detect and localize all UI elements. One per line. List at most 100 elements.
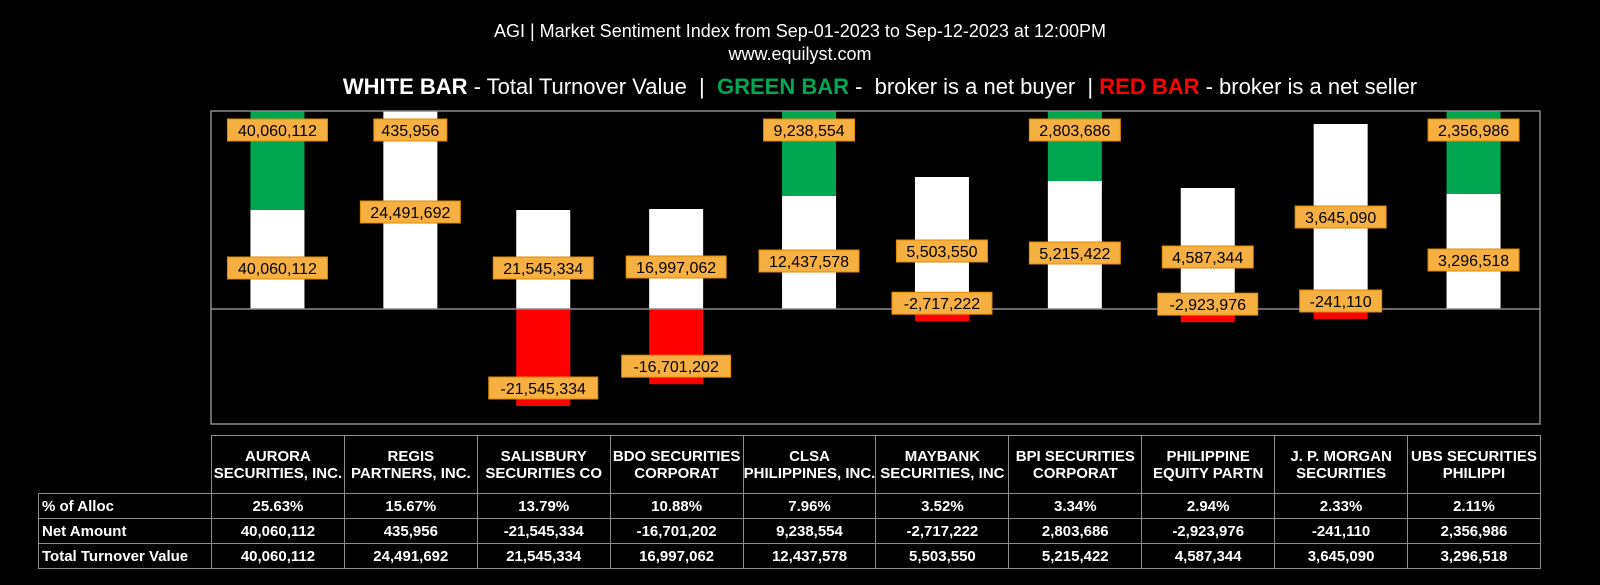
cell-net-amount: 2,803,686 bbox=[1008, 518, 1143, 544]
label-turnover: 12,437,578 bbox=[758, 249, 860, 273]
cell-net-amount: -2,923,976 bbox=[1141, 518, 1276, 544]
svg-text:-21,545,334: -21,545,334 bbox=[501, 381, 587, 398]
row-label-alloc: % of Alloc bbox=[38, 493, 212, 519]
cell-alloc: 2.11% bbox=[1407, 493, 1541, 519]
label-turnover: 3,645,090 bbox=[1294, 205, 1387, 229]
cell-total-turnover: 3,645,090 bbox=[1274, 543, 1409, 569]
cell-alloc: 7.96% bbox=[742, 493, 877, 519]
cell-alloc: 25.63% bbox=[211, 493, 345, 519]
broker-header: MAYBANK SECURITIES, INC bbox=[875, 435, 1010, 494]
cell-net-amount: 2,356,986 bbox=[1407, 518, 1541, 544]
cell-net-amount: -2,717,222 bbox=[875, 518, 1010, 544]
svg-text:4,587,344: 4,587,344 bbox=[1172, 250, 1243, 267]
label-net: 9,238,554 bbox=[763, 118, 856, 142]
cell-total-turnover: 16,997,062 bbox=[609, 543, 744, 569]
label-turnover: 3,296,518 bbox=[1427, 248, 1520, 272]
cell-alloc: 2.94% bbox=[1141, 493, 1276, 519]
label-turnover: 5,215,422 bbox=[1028, 241, 1121, 265]
legend: WHITE BAR - Total Turnover Value | GREEN… bbox=[0, 72, 1600, 102]
chart-title: AGI | Market Sentiment Index from Sep-01… bbox=[493, 21, 1106, 41]
cell-total-turnover: 3,296,518 bbox=[1407, 543, 1541, 569]
table-row: Total Turnover Value 40,060,112 24,491,692… bbox=[38, 543, 1541, 569]
svg-text:21,545,334: 21,545,334 bbox=[503, 261, 583, 278]
cell-alloc: 15.67% bbox=[343, 493, 478, 519]
labels-layer: 40,060,112 40,060,112 24,491,692 435,956 21,… bbox=[226, 118, 1520, 400]
legend-white-key: WHITE BAR bbox=[342, 74, 468, 99]
label-turnover: 21,545,334 bbox=[492, 256, 594, 280]
broker-header: REGIS PARTNERS, INC. bbox=[343, 435, 478, 494]
plot-frame bbox=[210, 110, 1541, 425]
broker-header: CLSA PHILIPPINES, INC. bbox=[742, 435, 877, 494]
cell-alloc: 3.52% bbox=[875, 493, 1010, 519]
legend-green-desc: - broker is a net buyer | bbox=[849, 74, 1100, 99]
cell-total-turnover: 21,545,334 bbox=[476, 543, 611, 569]
svg-text:2,803,686: 2,803,686 bbox=[1039, 123, 1110, 140]
svg-text:16,997,062: 16,997,062 bbox=[636, 260, 716, 277]
label-net: -21,545,334 bbox=[488, 376, 599, 400]
cell-total-turnover: 12,437,578 bbox=[742, 543, 877, 569]
cell-alloc: 3.34% bbox=[1008, 493, 1143, 519]
cell-total-turnover: 24,491,692 bbox=[343, 543, 478, 569]
table-corner bbox=[39, 436, 212, 494]
svg-text:-241,110: -241,110 bbox=[1310, 294, 1372, 311]
chart-subtitle-site: www.equilyst.com bbox=[728, 44, 872, 64]
cell-net-amount: -16,701,202 bbox=[609, 518, 744, 544]
legend-white-desc: - Total Turnover Value | bbox=[467, 74, 717, 99]
broker-header: BDO SECURITIES CORPORAT bbox=[609, 435, 744, 494]
cell-net-amount: -241,110 bbox=[1274, 518, 1409, 544]
svg-text:40,060,112: 40,060,112 bbox=[238, 123, 317, 140]
label-turnover: 5,503,550 bbox=[895, 239, 988, 263]
cell-net-amount: 9,238,554 bbox=[742, 518, 877, 544]
cell-net-amount: 435,956 bbox=[343, 518, 478, 544]
row-label-total-turnover: Total Turnover Value bbox=[38, 543, 212, 569]
row-label-net-amount: Net Amount bbox=[38, 518, 212, 544]
broker-header: J. P. MORGAN SECURITIES bbox=[1274, 435, 1409, 494]
svg-text:-2,923,976: -2,923,976 bbox=[1169, 297, 1246, 314]
broker-header: BPI SECURITIES CORPORAT bbox=[1008, 435, 1143, 494]
label-net: -16,701,202 bbox=[621, 354, 732, 378]
svg-text:435,956: 435,956 bbox=[381, 123, 439, 140]
svg-text:5,215,422: 5,215,422 bbox=[1039, 246, 1110, 263]
label-net: 2,356,986 bbox=[1427, 118, 1520, 142]
svg-text:3,645,090: 3,645,090 bbox=[1305, 210, 1376, 227]
cell-total-turnover: 4,587,344 bbox=[1141, 543, 1276, 569]
svg-text:12,437,578: 12,437,578 bbox=[769, 254, 849, 271]
svg-text:24,491,692: 24,491,692 bbox=[370, 205, 450, 222]
broker-header: UBS SECURITIES PHILIPPI bbox=[1407, 435, 1541, 494]
broker-header: PHILIPPINE EQUITY PARTN bbox=[1141, 435, 1276, 494]
svg-text:-2,717,222: -2,717,222 bbox=[904, 296, 981, 313]
bars-layer bbox=[250, 111, 1501, 406]
svg-text:40,060,112: 40,060,112 bbox=[238, 261, 317, 278]
label-net: -2,923,976 bbox=[1157, 292, 1259, 316]
cell-net-amount: 40,060,112 bbox=[211, 518, 345, 544]
svg-text:3,296,518: 3,296,518 bbox=[1438, 253, 1509, 270]
cell-alloc: 2.33% bbox=[1274, 493, 1409, 519]
cell-alloc: 10.88% bbox=[609, 493, 744, 519]
broker-header: SALISBURY SECURITIES CO bbox=[476, 435, 611, 494]
cell-alloc: 13.79% bbox=[476, 493, 611, 519]
data-table: AURORA SECURITIES, INC. REGIS PARTNERS, I… bbox=[38, 435, 1541, 569]
bar-net-seller bbox=[1313, 309, 1368, 319]
label-net: -2,717,222 bbox=[891, 291, 993, 315]
label-net: -241,110 bbox=[1299, 289, 1383, 313]
label-net: 435,956 bbox=[373, 118, 448, 142]
legend-red-key: RED BAR bbox=[1099, 74, 1200, 99]
label-turnover: 16,997,062 bbox=[625, 255, 727, 279]
label-turnover: 24,491,692 bbox=[359, 200, 461, 224]
cell-total-turnover: 5,503,550 bbox=[875, 543, 1010, 569]
table-row: Net Amount 40,060,112 435,956 -21,545,334 -1… bbox=[38, 518, 1541, 544]
label-turnover: 4,587,344 bbox=[1161, 245, 1254, 269]
label-net: 40,060,112 bbox=[226, 118, 328, 142]
svg-text:5,503,550: 5,503,550 bbox=[906, 244, 977, 261]
table-row: % of Alloc 25.63% 15.67% 13.79% 10.88% 7.96% 3… bbox=[38, 493, 1541, 519]
cell-net-amount: -21,545,334 bbox=[476, 518, 611, 544]
cell-total-turnover: 40,060,112 bbox=[211, 543, 345, 569]
legend-red-desc: - broker is a net seller bbox=[1199, 74, 1418, 99]
cell-total-turnover: 5,215,422 bbox=[1008, 543, 1143, 569]
svg-text:2,356,986: 2,356,986 bbox=[1438, 123, 1509, 140]
svg-text:-16,701,202: -16,701,202 bbox=[633, 359, 719, 376]
svg-text:9,238,554: 9,238,554 bbox=[773, 123, 844, 140]
label-turnover: 40,060,112 bbox=[226, 256, 328, 280]
label-net: 2,803,686 bbox=[1028, 118, 1121, 142]
